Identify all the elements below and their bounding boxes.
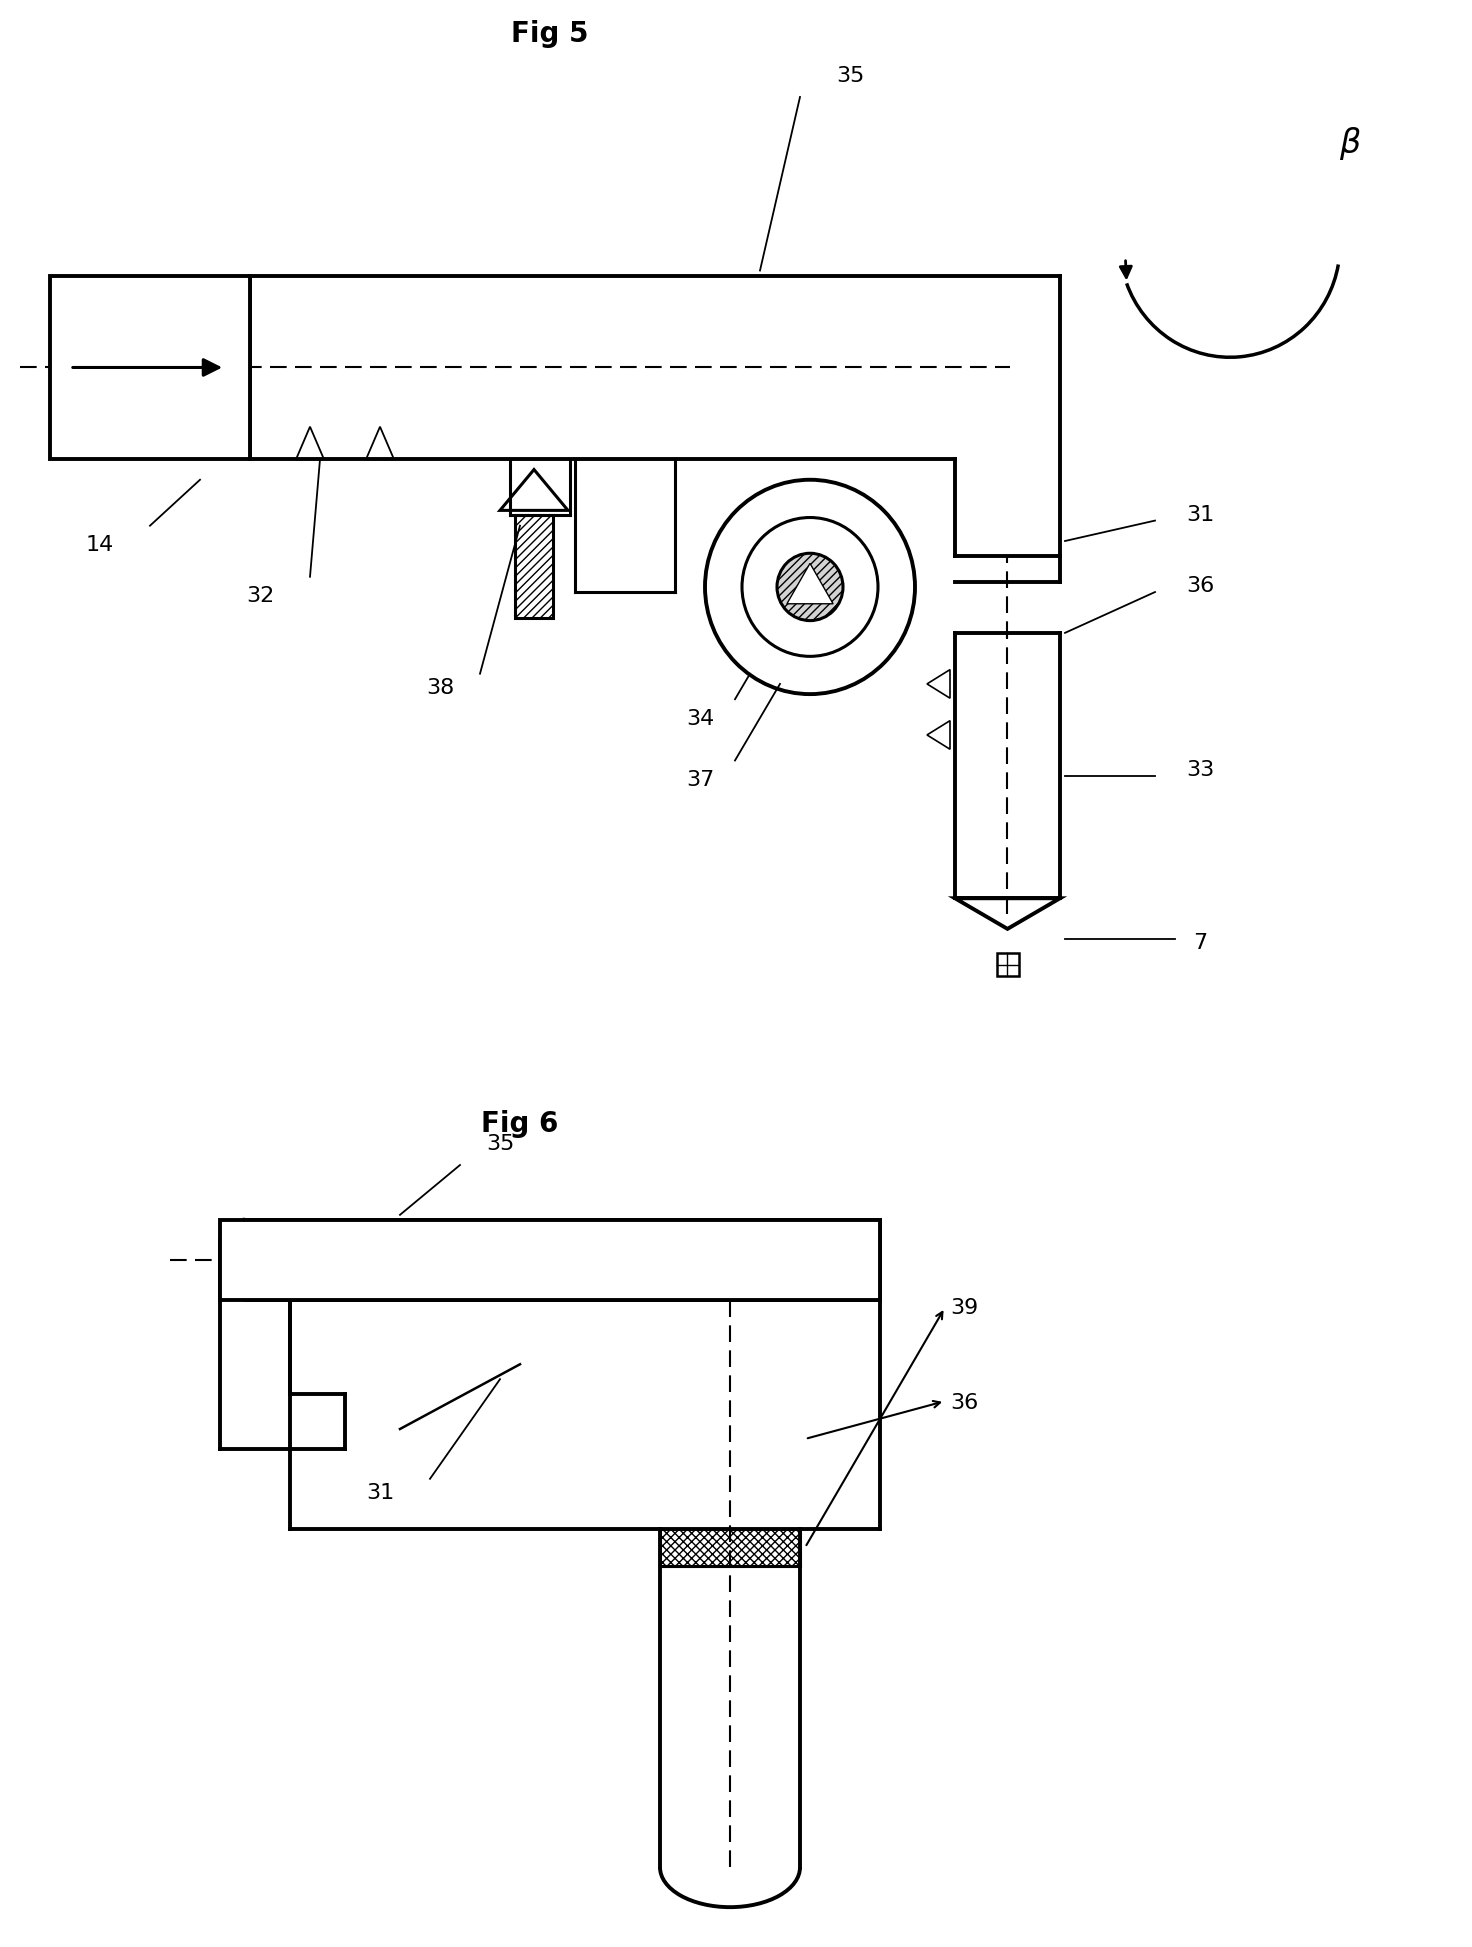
Bar <box>50 276 250 459</box>
Text: 34: 34 <box>686 709 714 728</box>
Text: 14: 14 <box>85 535 115 555</box>
Text: Fig 6: Fig 6 <box>481 1110 559 1139</box>
Bar <box>659 1528 799 1567</box>
Circle shape <box>777 553 843 621</box>
Polygon shape <box>367 426 394 459</box>
Text: 39: 39 <box>949 1299 979 1318</box>
Polygon shape <box>927 720 949 750</box>
Text: 35: 35 <box>486 1133 514 1155</box>
Text: 33: 33 <box>1186 759 1214 781</box>
Text: Fig 5: Fig 5 <box>511 19 589 49</box>
Text: 31: 31 <box>367 1484 394 1503</box>
Polygon shape <box>788 563 833 604</box>
Text: 36: 36 <box>949 1394 979 1414</box>
Text: 36: 36 <box>1186 576 1214 596</box>
Text: 31: 31 <box>1186 504 1214 524</box>
Bar <box>515 516 553 617</box>
Polygon shape <box>955 898 1060 929</box>
Text: 35: 35 <box>836 66 864 86</box>
Text: 32: 32 <box>246 586 274 606</box>
Polygon shape <box>296 426 324 459</box>
Circle shape <box>742 518 877 656</box>
Text: 7: 7 <box>1192 933 1207 954</box>
Text: $\beta$: $\beta$ <box>1340 125 1362 162</box>
Text: 37: 37 <box>686 769 714 790</box>
Bar <box>219 1221 880 1299</box>
Text: 38: 38 <box>425 678 455 699</box>
Bar <box>997 954 1019 975</box>
Polygon shape <box>500 469 568 510</box>
Polygon shape <box>927 670 949 699</box>
